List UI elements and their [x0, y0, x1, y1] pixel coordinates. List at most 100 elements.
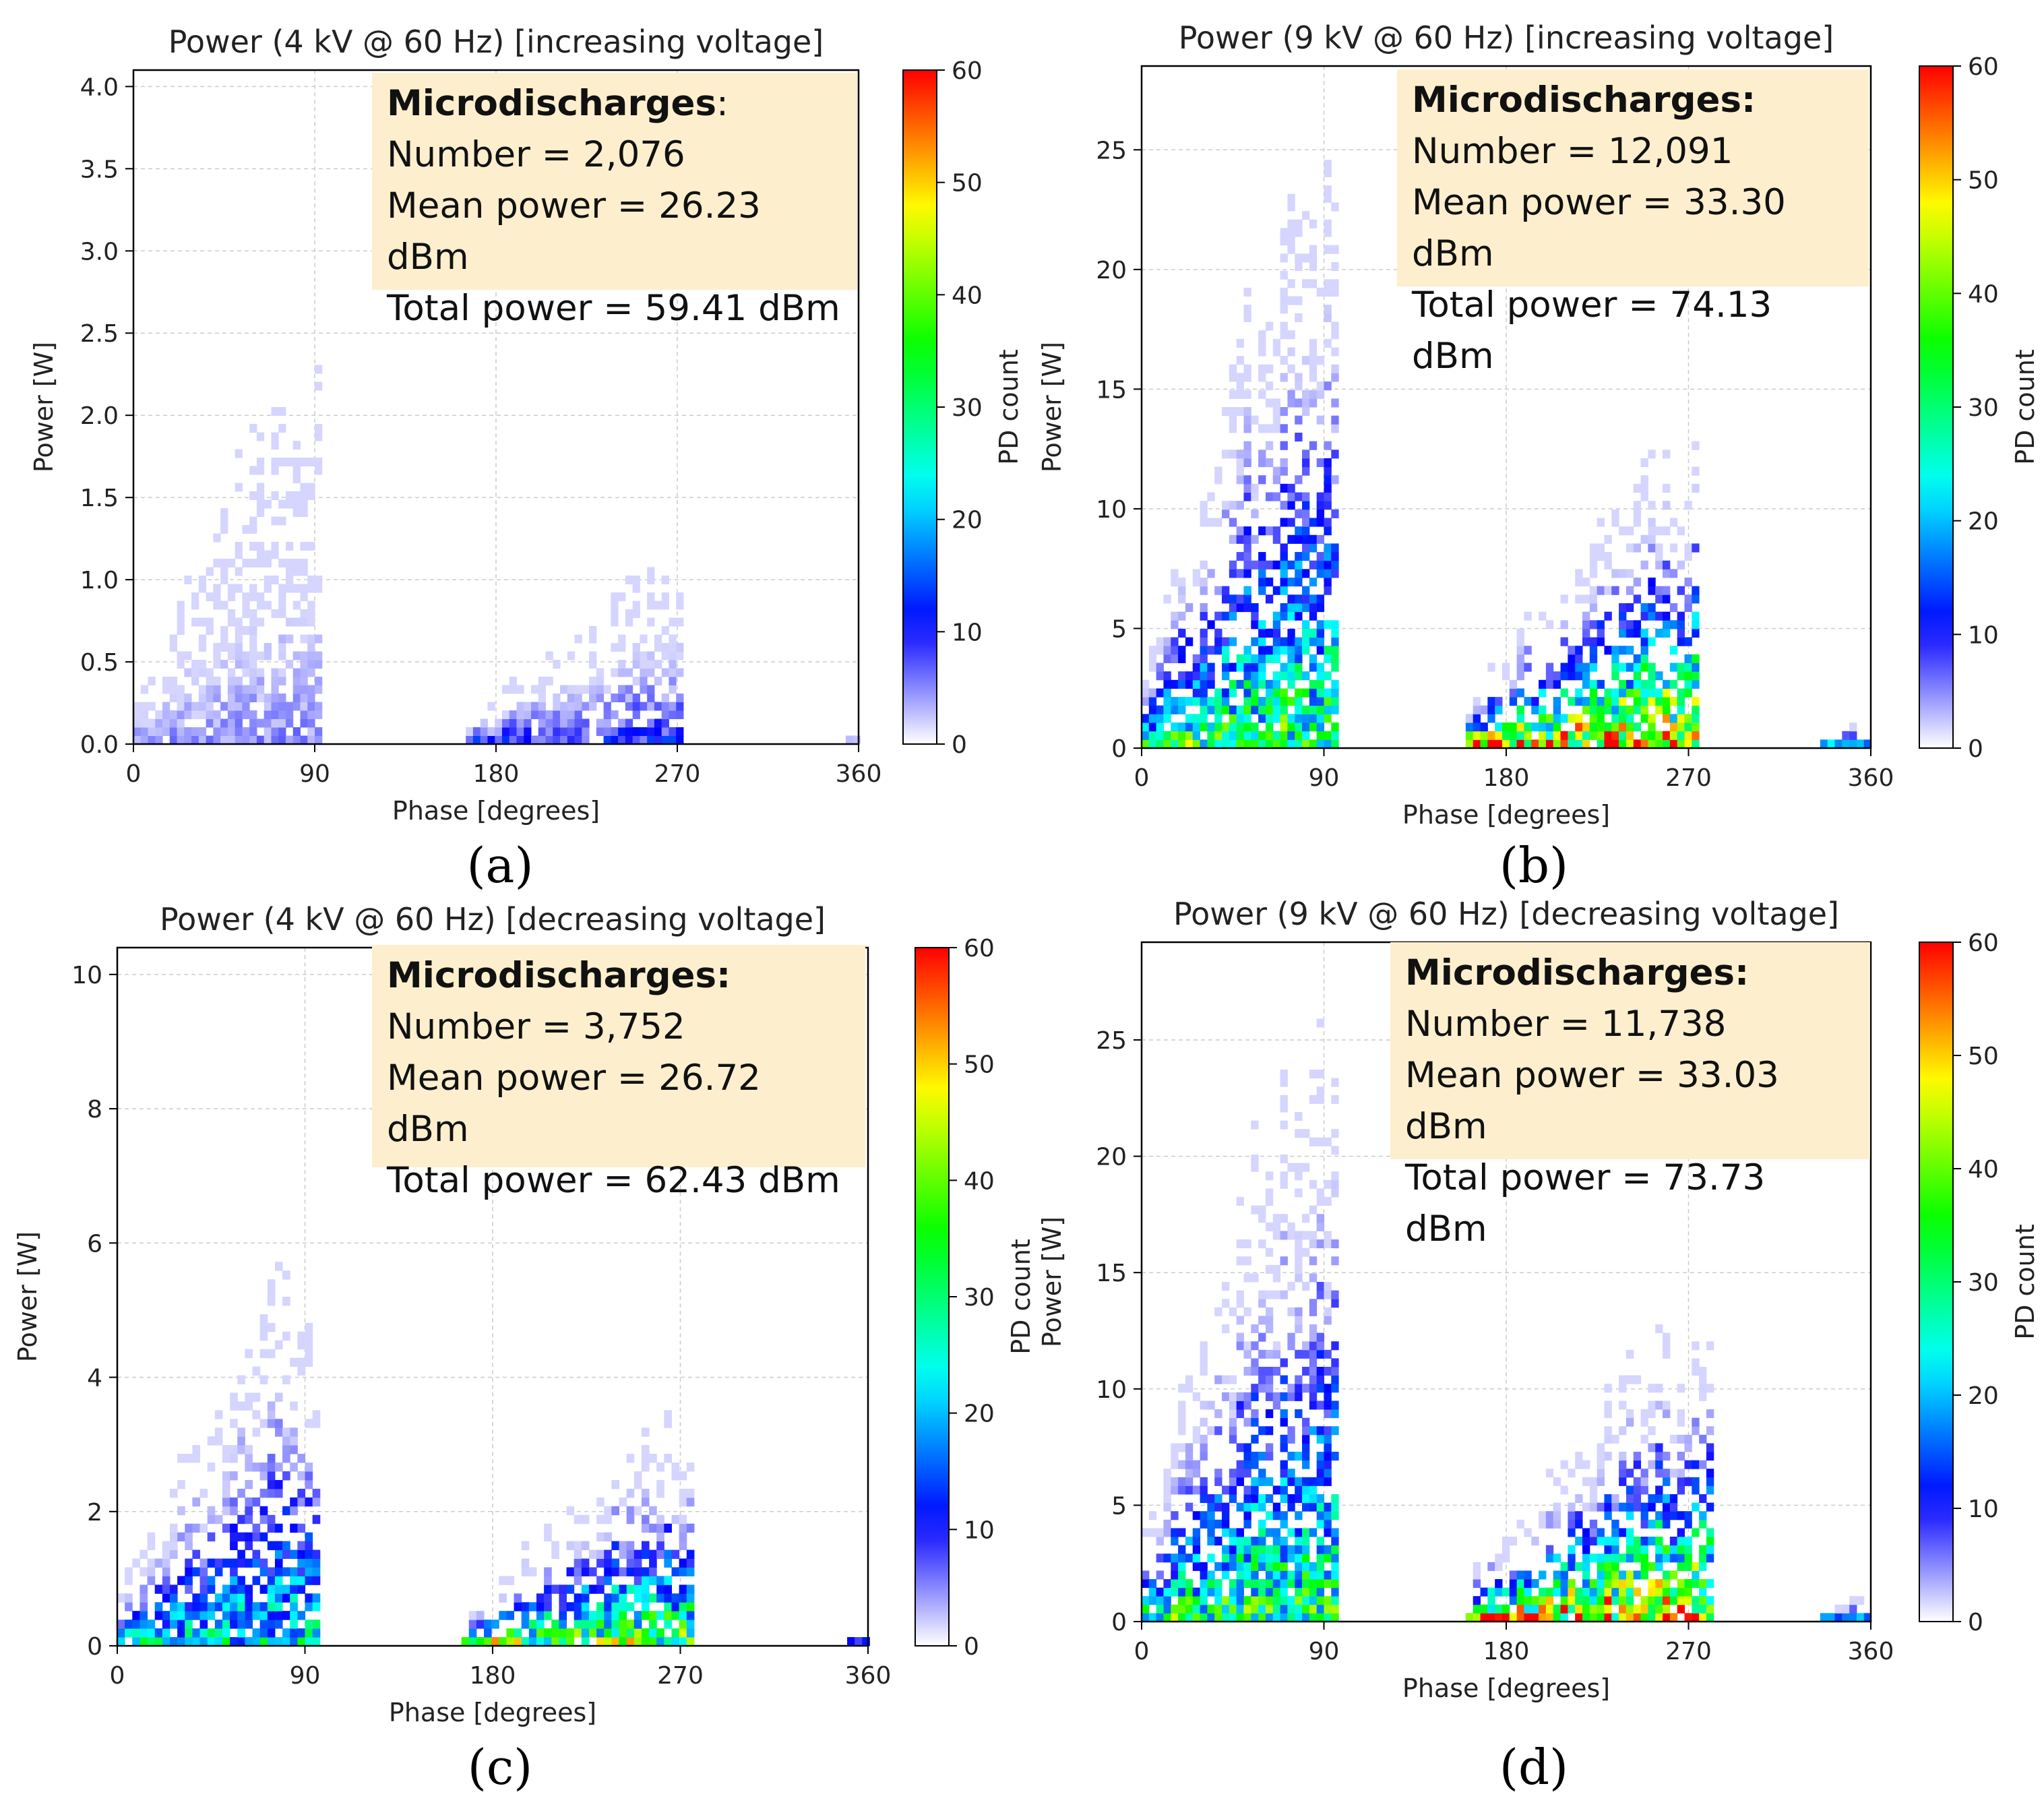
heatmap-cell [611, 710, 619, 719]
heatmap-cell [1820, 739, 1828, 749]
heatmap-cell [1243, 722, 1251, 732]
heatmap-cell [1207, 697, 1215, 706]
heatmap-cell [581, 1611, 590, 1620]
heatmap-cell [1280, 1375, 1288, 1384]
heatmap-cell [1849, 1613, 1857, 1622]
heatmap-cell [1309, 1485, 1318, 1495]
colorbar-tick-label: 0 [1968, 1609, 1983, 1636]
heatmap-cell [1706, 1485, 1714, 1495]
heatmap-cell [604, 1532, 612, 1542]
heatmap-cell [1597, 1579, 1605, 1589]
heatmap-cell [315, 466, 323, 475]
heatmap-cell [1251, 1120, 1259, 1130]
heatmap-cell [282, 1270, 290, 1280]
heatmap-cell [589, 694, 597, 702]
heatmap-cell [1539, 679, 1547, 689]
heatmap-cell [1316, 356, 1324, 365]
heatmap-cell [1524, 1604, 1532, 1613]
heatmap-cell [1207, 705, 1215, 714]
heatmap-cell [679, 1488, 687, 1498]
heatmap-cell [1302, 1282, 1310, 1291]
heatmap-cell [256, 735, 265, 745]
heatmap-cell [1625, 1579, 1634, 1589]
heatmap-cell [1331, 1095, 1339, 1104]
heatmap-cell [1200, 714, 1208, 723]
info-mean-power-d: Mean power = 33.03 dBm [1405, 1055, 1779, 1147]
heatmap-cell [1302, 671, 1310, 681]
heatmap-cell [1280, 688, 1288, 698]
heatmap-cell [312, 1593, 321, 1603]
heatmap-cell [267, 1514, 276, 1525]
heatmap-cell [1207, 492, 1215, 501]
heatmap-cell [1272, 637, 1281, 646]
heatmap-cell [1280, 466, 1288, 476]
heatmap-cell [184, 702, 192, 711]
heatmap-cell [1222, 586, 1230, 595]
heatmap-cell [271, 677, 279, 685]
heatmap-cell [1302, 534, 1310, 544]
heatmap-cell [596, 1532, 605, 1542]
heatmap-cell [1200, 1511, 1208, 1520]
heatmap-cell [1258, 1477, 1266, 1486]
heatmap-cell [1604, 1579, 1612, 1589]
y-tick-label: 2.5 [80, 320, 119, 348]
heatmap-cell [191, 735, 199, 745]
heatmap-cell [1663, 501, 1671, 510]
heatmap-cell [1316, 739, 1324, 749]
heatmap-cell [1222, 1528, 1230, 1537]
heatmap-cell [242, 609, 250, 618]
heatmap-cell [1316, 620, 1324, 629]
colorbar-d [1919, 942, 1954, 1622]
heatmap-cell [1302, 1545, 1310, 1554]
heatmap-cell [582, 718, 590, 728]
x-tick-label: 270 [1665, 764, 1712, 792]
heatmap-cell [213, 677, 221, 685]
heatmap-cell [1302, 1460, 1310, 1469]
heatmap-cell [1495, 705, 1503, 714]
heatmap-cell [1619, 1384, 1627, 1393]
heatmap-cell [1171, 1587, 1179, 1597]
heatmap-cell [297, 1549, 305, 1559]
heatmap-cell [1568, 1604, 1576, 1613]
heatmap-cell [220, 660, 228, 669]
heatmap-cell [1324, 578, 1332, 587]
heatmap-cell [1539, 1596, 1547, 1605]
heatmap-cell [292, 441, 301, 450]
heatmap-cell [1663, 1469, 1671, 1478]
heatmap-cell [1287, 296, 1295, 305]
heatmap-cell [1669, 1613, 1678, 1622]
heatmap-cell [1663, 569, 1671, 578]
heatmap-cell [199, 1637, 208, 1647]
heatmap-cell [1295, 1553, 1303, 1563]
heatmap-cell [1236, 1299, 1244, 1308]
heatmap-cell [297, 1331, 305, 1341]
heatmap-cell [1229, 1604, 1237, 1613]
heatmap-cell [1699, 1519, 1707, 1529]
heatmap-cell [1302, 492, 1310, 501]
heatmap-cell [1531, 1613, 1539, 1622]
heatmap-cell [676, 694, 684, 702]
heatmap-cell [1684, 1587, 1692, 1597]
heatmap-cell [297, 1541, 305, 1551]
heatmap-cell [1473, 1562, 1481, 1571]
heatmap-cell [1589, 1494, 1598, 1504]
heatmap-cell [633, 1576, 642, 1585]
heatmap-cell [1669, 1596, 1678, 1605]
heatmap-cell [1324, 1197, 1332, 1206]
heatmap-cell [1589, 637, 1598, 646]
heatmap-cell [1509, 688, 1518, 698]
heatmap-cell [1509, 1579, 1518, 1589]
heatmap-cell [1524, 1587, 1532, 1597]
heatmap-cell [1560, 620, 1568, 629]
heatmap-cell [1692, 731, 1700, 740]
heatmap-cell [632, 643, 640, 652]
heatmap-cell [1684, 1579, 1692, 1589]
heatmap-cell [282, 1454, 290, 1463]
heatmap-cell [1243, 654, 1251, 663]
heatmap-cell [1265, 1316, 1274, 1325]
heatmap-cell [271, 718, 279, 728]
heatmap-cell [1699, 1613, 1707, 1622]
info-header-d: Microdischarges: [1405, 952, 1749, 993]
heatmap-cell [1236, 1460, 1244, 1469]
heatmap-cell [274, 1620, 283, 1629]
